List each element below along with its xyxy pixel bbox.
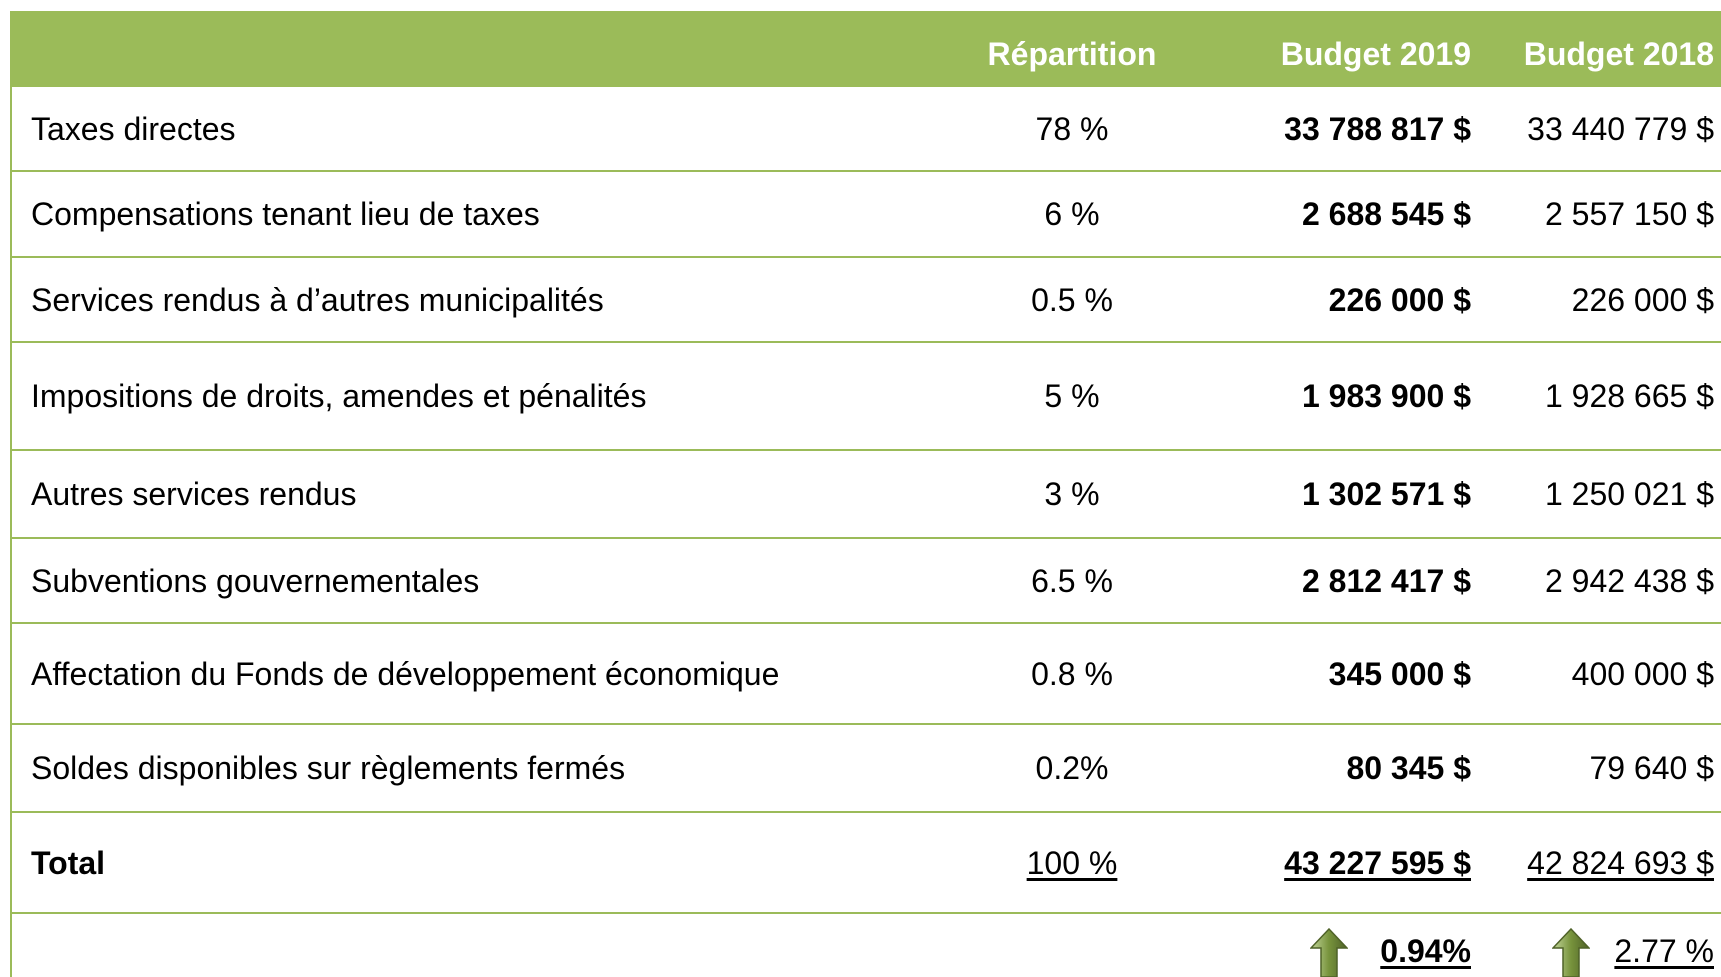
budget-2018: 33 440 779 $	[1527, 110, 1714, 147]
repartition: 5 %	[1044, 378, 1100, 414]
row-separator	[11, 912, 1721, 914]
repartition: 3 %	[1044, 476, 1100, 512]
budget-2018: 2 557 150 $	[1544, 196, 1714, 232]
budget-2019: 2 688 545 $	[1301, 196, 1471, 232]
repartition: 0.2%	[1035, 750, 1109, 786]
row-separator	[11, 811, 1721, 813]
budget-2018: 400 000 $	[1571, 655, 1714, 692]
total-budget-2019: 43 227 595 $	[1284, 844, 1471, 881]
budget-2019: 2 812 417 $	[1301, 562, 1471, 599]
repartition: 6 %	[1044, 196, 1100, 232]
budget-2019: 226 000 $	[1328, 281, 1471, 318]
row-separator	[11, 341, 1721, 343]
row-label: Services rendus à d’autres municipalités	[31, 281, 604, 318]
budget-2018: 226 000 $	[1571, 281, 1714, 318]
budget-2018: 79 640 $	[1589, 750, 1714, 786]
row-label: Compensations tenant lieu de taxes	[31, 196, 540, 232]
total-budget-2018: 42 824 693 $	[1527, 844, 1714, 881]
budget-2019: 345 000 $	[1328, 655, 1471, 692]
repartition: 6.5 %	[1031, 562, 1113, 599]
total-repartition: 100 %	[1026, 844, 1118, 881]
row-separator	[11, 170, 1721, 172]
table-border	[10, 11, 12, 977]
header-cell: Budget 2018	[1523, 36, 1714, 72]
row-label: Affectation du Fonds de développement éc…	[31, 655, 780, 692]
header-band	[11, 11, 1721, 86]
budget-2019: 33 788 817 $	[1284, 110, 1471, 147]
budget-2019: 1 302 571 $	[1301, 476, 1471, 512]
budget-2018: 1 250 021 $	[1544, 476, 1714, 512]
growth-2018: 2.77 %	[1614, 933, 1714, 969]
row-label: Taxes directes	[31, 110, 236, 147]
repartition: 0.5 %	[1031, 281, 1113, 318]
header-cell: Répartition	[987, 36, 1157, 72]
row-label: Soldes disponibles sur règlements fermés	[31, 750, 626, 786]
row-separator	[11, 449, 1721, 451]
row-separator	[11, 85, 1721, 87]
header-cell: Budget 2019	[1280, 36, 1471, 72]
up-arrow	[1552, 928, 1590, 977]
budget-2019: 80 345 $	[1346, 750, 1471, 786]
row-separator	[11, 723, 1721, 725]
repartition: 78 %	[1035, 110, 1109, 147]
growth-2019: 0.94%	[1380, 933, 1471, 969]
row-separator	[11, 537, 1721, 539]
row-separator	[11, 622, 1721, 624]
repartition: 0.8 %	[1031, 655, 1113, 692]
budget-2018: 2 942 438 $	[1544, 562, 1714, 599]
budget-2018: 1 928 665 $	[1544, 378, 1714, 414]
row-label: Impositions de droits, amendes et pénali…	[31, 378, 647, 414]
total-row-label: Total	[31, 844, 106, 881]
row-label: Autres services rendus	[31, 476, 357, 512]
row-separator	[11, 256, 1721, 258]
up-arrow	[1310, 928, 1348, 977]
row-label: Subventions gouvernementales	[31, 562, 480, 599]
budget-2019: 1 983 900 $	[1301, 378, 1471, 414]
